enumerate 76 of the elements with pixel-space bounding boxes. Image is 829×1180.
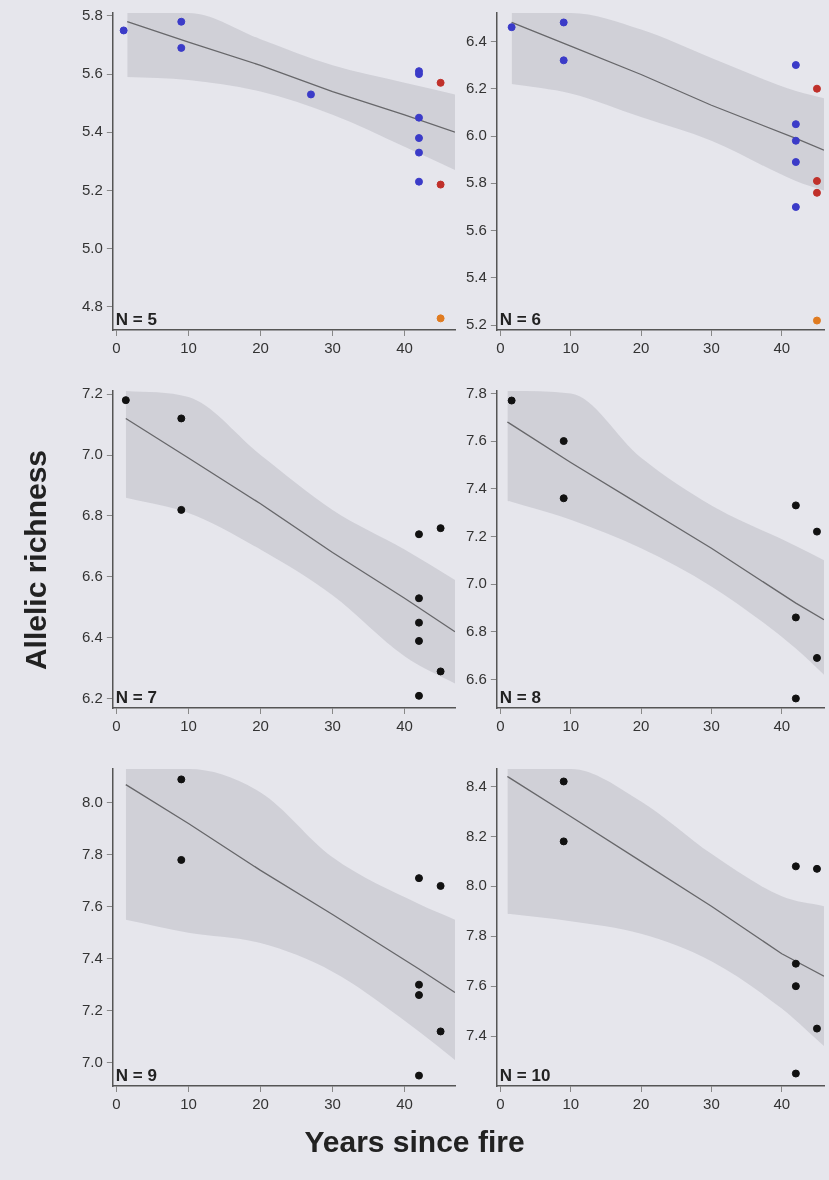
y-tick-label: 7.8: [465, 383, 487, 401]
x-tick-label: 30: [324, 1095, 341, 1113]
x-tick-label: 40: [396, 717, 413, 735]
x-tick-label: 30: [324, 339, 341, 357]
y-tick-label: 7.6: [465, 431, 487, 449]
y-tick-label: 7.8: [81, 844, 103, 862]
x-tick-label: 10: [180, 717, 197, 735]
x-tick-label: 30: [703, 717, 720, 735]
y-tick-label: 5.4: [81, 122, 103, 140]
annotation: N = 5: [115, 310, 157, 330]
y-tick-label: 5.8: [81, 6, 103, 24]
y-tick-label: 7.4: [81, 948, 103, 966]
y-tick-label: 6.6: [81, 567, 103, 585]
y-axis-title: Allelic richness: [19, 449, 53, 671]
y-tick-label: 6.4: [465, 31, 487, 49]
annotation: N = 7: [115, 688, 157, 708]
x-tick-label: 0: [496, 1095, 505, 1113]
y-tick-label: 6.4: [81, 628, 103, 646]
x-tick-label: 10: [562, 1095, 580, 1113]
y-tick-label: 7.0: [465, 574, 487, 592]
x-tick-label: 30: [703, 339, 720, 357]
y-tick-label: 7.2: [81, 1000, 103, 1018]
y-tick-label: 6.2: [81, 689, 103, 706]
y-tick-label: 4.8: [81, 296, 103, 314]
y-tick-label: 7.2: [81, 384, 103, 402]
y-tick-label: 7.0: [81, 1052, 103, 1070]
x-tick-label: 10: [180, 1095, 197, 1113]
y-tick-label: 5.6: [465, 220, 487, 238]
x-tick-label: 0: [496, 717, 505, 735]
y-tick-label: 7.6: [465, 976, 487, 994]
y-tick-label: 6.0: [465, 126, 487, 144]
x-tick-label: 20: [632, 1095, 650, 1113]
annotation: N = 9: [115, 1066, 157, 1086]
y-tick-label: 6.2: [465, 78, 487, 96]
y-tick-label: 8.0: [465, 876, 487, 894]
x-tick-label: 20: [252, 1095, 269, 1113]
x-tick-label: 30: [703, 1095, 720, 1113]
y-tick-label: 5.2: [465, 315, 487, 333]
annotation: N = 8: [499, 688, 541, 708]
y-tick-label: 5.8: [465, 173, 487, 191]
x-tick-label: 40: [773, 1095, 791, 1113]
y-tick-label: 8.4: [465, 776, 487, 794]
y-tick-label: 5.0: [81, 238, 103, 256]
x-tick-label: 30: [324, 717, 341, 735]
y-tick-label: 8.2: [465, 826, 487, 844]
y-tick-label: 7.6: [81, 896, 103, 914]
y-tick-label: 6.8: [465, 621, 487, 639]
x-tick-label: 0: [112, 717, 121, 735]
y-tick-label: 7.4: [465, 1026, 487, 1044]
x-tick-label: 0: [112, 1095, 121, 1113]
x-tick-label: 10: [180, 339, 197, 357]
y-tick-label: 5.2: [81, 180, 103, 198]
y-tick-label: 7.8: [465, 926, 487, 944]
x-tick-label: 20: [252, 717, 269, 735]
x-tick-label: 20: [252, 339, 269, 357]
x-tick-label: 20: [632, 717, 650, 735]
x-tick-label: 40: [396, 339, 413, 357]
x-tick-label: 10: [562, 339, 580, 357]
y-tick-label: 6.8: [81, 506, 103, 524]
x-tick-label: 20: [632, 339, 650, 357]
annotation: N = 6: [499, 310, 541, 330]
y-tick-label: 6.6: [465, 669, 487, 687]
x-tick-label: 10: [562, 717, 580, 735]
x-tick-label: 40: [773, 339, 791, 357]
x-tick-label: 0: [112, 339, 121, 357]
annotation: N = 10: [499, 1066, 551, 1086]
x-tick-label: 40: [396, 1095, 413, 1113]
y-tick-label: 7.2: [465, 526, 487, 544]
y-tick-label: 7.0: [81, 445, 103, 463]
x-axis-title: Years since fire: [303, 1125, 526, 1159]
y-tick-label: 7.4: [465, 478, 487, 496]
y-tick-label: 5.4: [465, 268, 487, 286]
y-tick-label: 8.0: [81, 792, 103, 810]
x-tick-label: 40: [773, 717, 791, 735]
y-tick-label: 5.6: [81, 64, 103, 82]
x-tick-label: 0: [496, 339, 505, 357]
